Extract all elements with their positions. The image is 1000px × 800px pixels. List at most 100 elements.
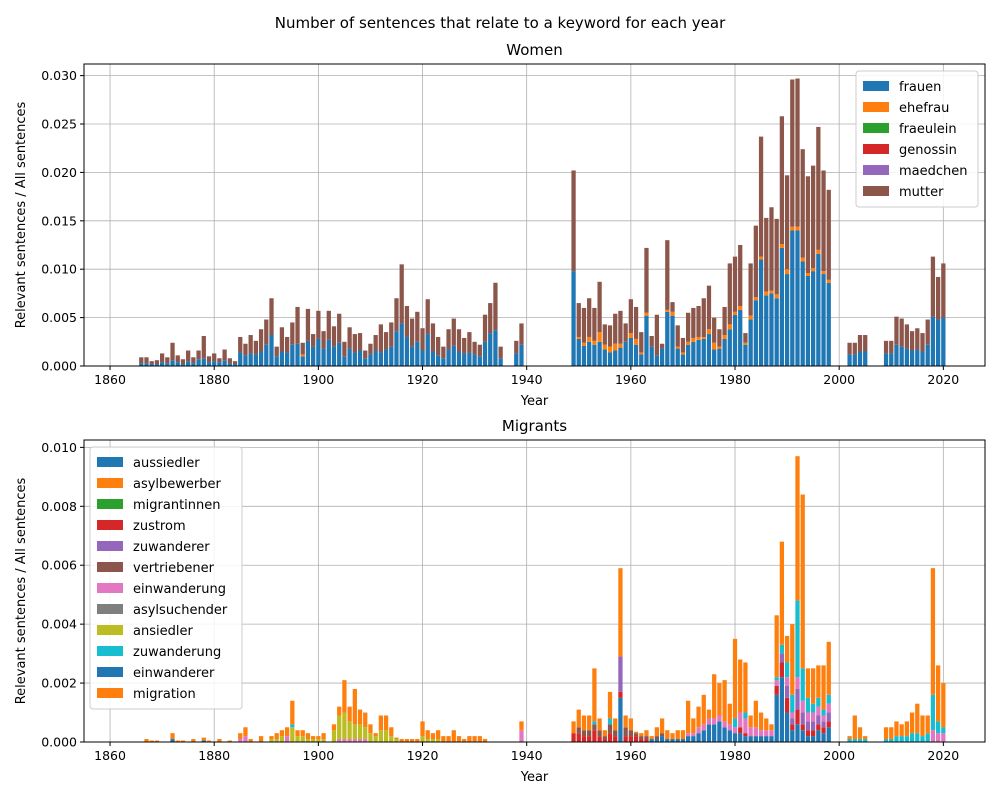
bar-segment-frauen xyxy=(477,356,482,366)
legend: frauen ehefrau fraeulein genossin maedchen mu… xyxy=(855,70,979,208)
bar-segment-einwanderung xyxy=(363,739,368,742)
bar-segment-ehefrau xyxy=(628,333,633,338)
bar-segment-ehefrau xyxy=(701,336,706,339)
bar-segment-mutter xyxy=(409,318,415,347)
bar-segment-frauen xyxy=(170,360,175,366)
bar-segment-migration xyxy=(852,715,857,740)
bar-segment-ehefrau xyxy=(618,343,623,348)
bar-segment-ehefrau xyxy=(300,354,305,357)
bar-segment-ehefrau xyxy=(738,305,743,310)
bar-segment-frauen xyxy=(295,343,300,366)
bar-segment-einwanderung xyxy=(738,712,743,728)
bar-segment-frauen xyxy=(784,274,790,366)
bar-segment-frauen xyxy=(498,358,503,366)
bar-segment-migration xyxy=(680,730,686,740)
bar-segment-zustrom xyxy=(613,736,618,742)
bar-segment-migration xyxy=(415,739,420,742)
bar-segment-frauen xyxy=(717,348,722,366)
bar-segment-frauen xyxy=(269,335,274,366)
bar-segment-frauen xyxy=(446,349,451,366)
bar-segment-migration xyxy=(295,730,300,737)
bar-segment-migration xyxy=(920,715,925,737)
bar-segment-aussiedler xyxy=(753,736,758,742)
legend-label-fraeulein: fraeulein xyxy=(899,122,957,137)
bar-segment-einwanderung xyxy=(748,727,753,737)
bar-segment-aussiedler xyxy=(826,727,831,742)
bar-segment-aussiedler xyxy=(727,730,732,742)
bar-segment-zuwanderung xyxy=(941,727,946,734)
bar-segment-mutter xyxy=(826,189,831,280)
bar-segment-frauen xyxy=(352,352,357,366)
bar-segment-frauen xyxy=(592,344,597,366)
bar-segment-frauen xyxy=(300,356,305,366)
bar-segment-einwanderung xyxy=(717,715,722,722)
bar-segment-aussiedler xyxy=(691,736,696,742)
bar-segment-mutter xyxy=(430,323,436,352)
bar-segment-mutter xyxy=(691,307,696,338)
bar-segment-zuwanderung xyxy=(784,662,790,678)
bar-segment-ehefrau xyxy=(722,335,727,339)
bar-segment-mutter xyxy=(571,170,576,272)
bar-segment-ansiedler xyxy=(311,739,316,742)
bar-segment-zustrom xyxy=(805,730,811,737)
legend-swatch-frauen xyxy=(863,81,889,91)
bar-segment-mutter xyxy=(649,335,654,347)
bar-segment-mutter xyxy=(196,350,201,360)
bar-segment-einwanderung xyxy=(519,730,524,742)
bar-segment-migration xyxy=(816,665,821,698)
bar-segment-migration xyxy=(248,739,253,742)
bar-segment-frauen xyxy=(144,363,149,366)
bar-segment-ehefrau xyxy=(816,249,821,254)
bar-segment-mutter xyxy=(456,329,462,352)
bar-segment-zustrom xyxy=(571,733,576,742)
bar-segment-vertriebener xyxy=(597,730,602,737)
bar-segment-ehefrau xyxy=(607,346,613,353)
bar-segment-aussiedler xyxy=(717,721,722,742)
bar-segment-mutter xyxy=(290,322,295,345)
bar-segment-ehefrau xyxy=(717,346,722,349)
bar-segment-mutter xyxy=(441,346,446,359)
bar-segment-ansiedler xyxy=(316,739,321,742)
legend-swatch-einwanderung xyxy=(97,583,123,593)
bar-segment-frauen xyxy=(753,300,758,366)
bar-segment-mutter xyxy=(805,176,811,274)
bar-segment-migration xyxy=(331,724,337,731)
bar-segment-mutter xyxy=(316,310,321,339)
bar-segment-zustrom xyxy=(795,709,800,725)
bar-segment-ehefrau xyxy=(665,309,670,312)
bar-segment-mutter xyxy=(800,149,805,258)
bar-segment-aussiedler xyxy=(795,724,800,742)
bar-segment-frauen xyxy=(462,353,467,366)
bar-segment-migration xyxy=(279,730,285,737)
bar-segment-frauen xyxy=(774,298,779,366)
legend-swatch-zuwanderung xyxy=(97,646,123,656)
bar-segment-frauen xyxy=(691,341,696,366)
bar-segment-frauen xyxy=(430,351,436,366)
bar-segment-frauen xyxy=(409,346,415,366)
bar-segment-mutter xyxy=(795,78,800,227)
bar-segment-frauen xyxy=(795,230,800,366)
bar-segment-migration xyxy=(644,730,649,737)
bar-segment-ehefrau xyxy=(602,344,607,350)
bar-segment-mutter xyxy=(243,343,248,356)
bar-segment-vertriebener xyxy=(587,730,592,737)
bar-segment-vertriebener xyxy=(602,736,607,740)
legend-swatch-ehefrau xyxy=(863,102,889,112)
bar-segment-einwanderung xyxy=(686,733,691,737)
bar-segment-mutter xyxy=(331,326,337,347)
bar-segment-zuwanderung xyxy=(821,709,826,716)
bar-segment-migration xyxy=(904,721,910,737)
bar-segment-ehefrau xyxy=(743,342,748,345)
bar-segment-zuwanderung xyxy=(592,721,597,725)
bar-segment-ehefrau xyxy=(758,256,764,260)
bar-segment-ansiedler xyxy=(279,736,285,742)
bar-segment-mutter xyxy=(451,318,456,346)
bar-segment-frauen xyxy=(883,353,889,366)
bar-segment-aussiedler xyxy=(706,724,712,742)
bar-segment-migration xyxy=(576,709,581,728)
bar-segment-ehefrau xyxy=(712,342,717,350)
bar-segment-mutter xyxy=(613,313,618,344)
bar-segment-migration xyxy=(675,730,680,740)
y-tick-label: 0.030 xyxy=(41,68,77,83)
bar-segment-mutter xyxy=(670,302,675,312)
